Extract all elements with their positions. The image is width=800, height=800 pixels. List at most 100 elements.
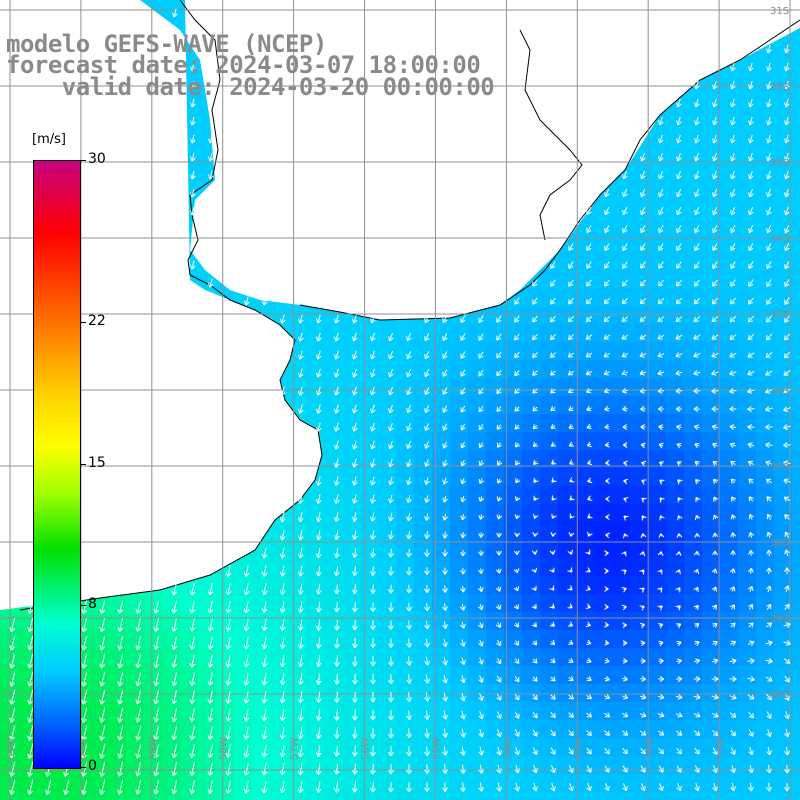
wind-arrow — [334, 350, 340, 360]
wind-arrow — [640, 406, 646, 412]
speed-cell — [90, 738, 109, 757]
speed-cell — [702, 522, 721, 541]
speed-cell — [306, 738, 325, 757]
speed-cell — [450, 486, 469, 505]
wind-arrow — [352, 637, 358, 649]
wind-arrow — [189, 690, 196, 705]
wind-arrow — [729, 586, 736, 592]
wind-arrow — [333, 673, 340, 685]
wind-arrow — [676, 225, 682, 234]
speed-cell — [792, 594, 800, 613]
wind-arrow — [784, 80, 790, 90]
wind-arrow — [783, 460, 791, 466]
wind-arrow — [783, 370, 791, 376]
wind-arrow — [171, 708, 178, 723]
wind-arrow — [81, 707, 88, 723]
speed-cell — [522, 360, 541, 379]
speed-cell — [720, 540, 739, 559]
speed-cell — [594, 468, 613, 487]
speed-cell — [486, 684, 505, 703]
speed-cell — [18, 720, 37, 739]
speed-cell — [468, 702, 487, 721]
wind-arrow — [693, 316, 701, 322]
wind-arrow — [695, 496, 701, 503]
colorbar-unit: [m/s] — [32, 132, 66, 147]
speed-cell — [288, 792, 307, 800]
wind-arrow — [766, 764, 772, 774]
wind-arrow — [99, 618, 106, 633]
speed-cell — [144, 774, 163, 793]
speed-cell — [576, 576, 595, 595]
speed-cell — [288, 576, 307, 595]
speed-cell — [792, 648, 800, 667]
wind-arrow — [424, 746, 430, 757]
wind-arrow — [676, 658, 682, 665]
wind-arrow — [712, 134, 718, 144]
speed-cell — [702, 180, 721, 199]
wind-arrow — [783, 424, 791, 430]
speed-cell — [234, 774, 253, 793]
wind-arrow — [225, 744, 232, 758]
wind-arrow — [747, 640, 755, 646]
speed-cell — [522, 558, 541, 577]
wind-arrow — [639, 370, 647, 376]
wind-arrow — [496, 764, 502, 774]
wind-arrow — [784, 134, 790, 144]
wind-arrow — [657, 587, 663, 593]
model-title: modelo GEFS-WAVE (NCEP) — [6, 30, 327, 58]
wind-arrow — [748, 496, 754, 502]
speed-cell — [648, 774, 667, 793]
speed-cell — [774, 126, 793, 145]
speed-cell — [738, 306, 757, 325]
wind-arrow — [604, 423, 610, 430]
speed-cell — [252, 576, 271, 595]
wind-arrow — [641, 515, 647, 521]
wind-arrow — [622, 765, 628, 773]
speed-cell — [666, 108, 685, 127]
lon-label: 51W — [715, 737, 726, 760]
wind-arrow — [369, 781, 376, 793]
wind-arrow — [406, 782, 412, 793]
speed-cell — [180, 792, 199, 800]
wind-arrow — [424, 459, 430, 467]
speed-cell — [540, 756, 559, 775]
wind-arrow — [622, 640, 628, 646]
wind-arrow — [352, 422, 358, 432]
wind-arrow — [370, 314, 376, 324]
wind-arrow — [225, 600, 232, 614]
speed-cell — [594, 324, 613, 343]
colorbar-tick-mark — [80, 160, 86, 161]
speed-cell — [612, 666, 631, 685]
wind-arrow — [640, 747, 646, 755]
wind-arrow — [514, 711, 520, 719]
speed-cell — [774, 180, 793, 199]
speed-cell — [162, 720, 181, 739]
speed-cell — [198, 630, 217, 649]
speed-cell — [666, 216, 685, 235]
speed-cell — [648, 792, 667, 800]
wind-arrow — [370, 620, 376, 631]
wind-arrow — [532, 297, 538, 305]
wind-arrow — [514, 640, 520, 646]
wind-arrow — [694, 765, 700, 773]
speed-cell — [450, 396, 469, 415]
wind-arrow — [676, 676, 683, 682]
speed-cell — [630, 360, 649, 379]
wind-arrow — [567, 621, 574, 627]
wind-arrow — [225, 726, 232, 740]
speed-cell — [648, 432, 667, 451]
speed-cell — [144, 612, 163, 631]
wind-arrow — [388, 656, 394, 667]
speed-cell — [540, 558, 559, 577]
lon-label: 58W — [219, 737, 230, 760]
wind-arrow — [766, 513, 772, 520]
wind-arrow — [406, 620, 412, 630]
speed-cell — [540, 360, 559, 379]
wind-arrow — [442, 603, 448, 611]
speed-cell — [522, 774, 541, 793]
speed-cell — [756, 486, 775, 505]
wind-arrow — [460, 746, 467, 756]
wind-arrow — [153, 743, 160, 759]
wind-arrow — [532, 711, 538, 719]
speed-cell — [684, 648, 703, 667]
